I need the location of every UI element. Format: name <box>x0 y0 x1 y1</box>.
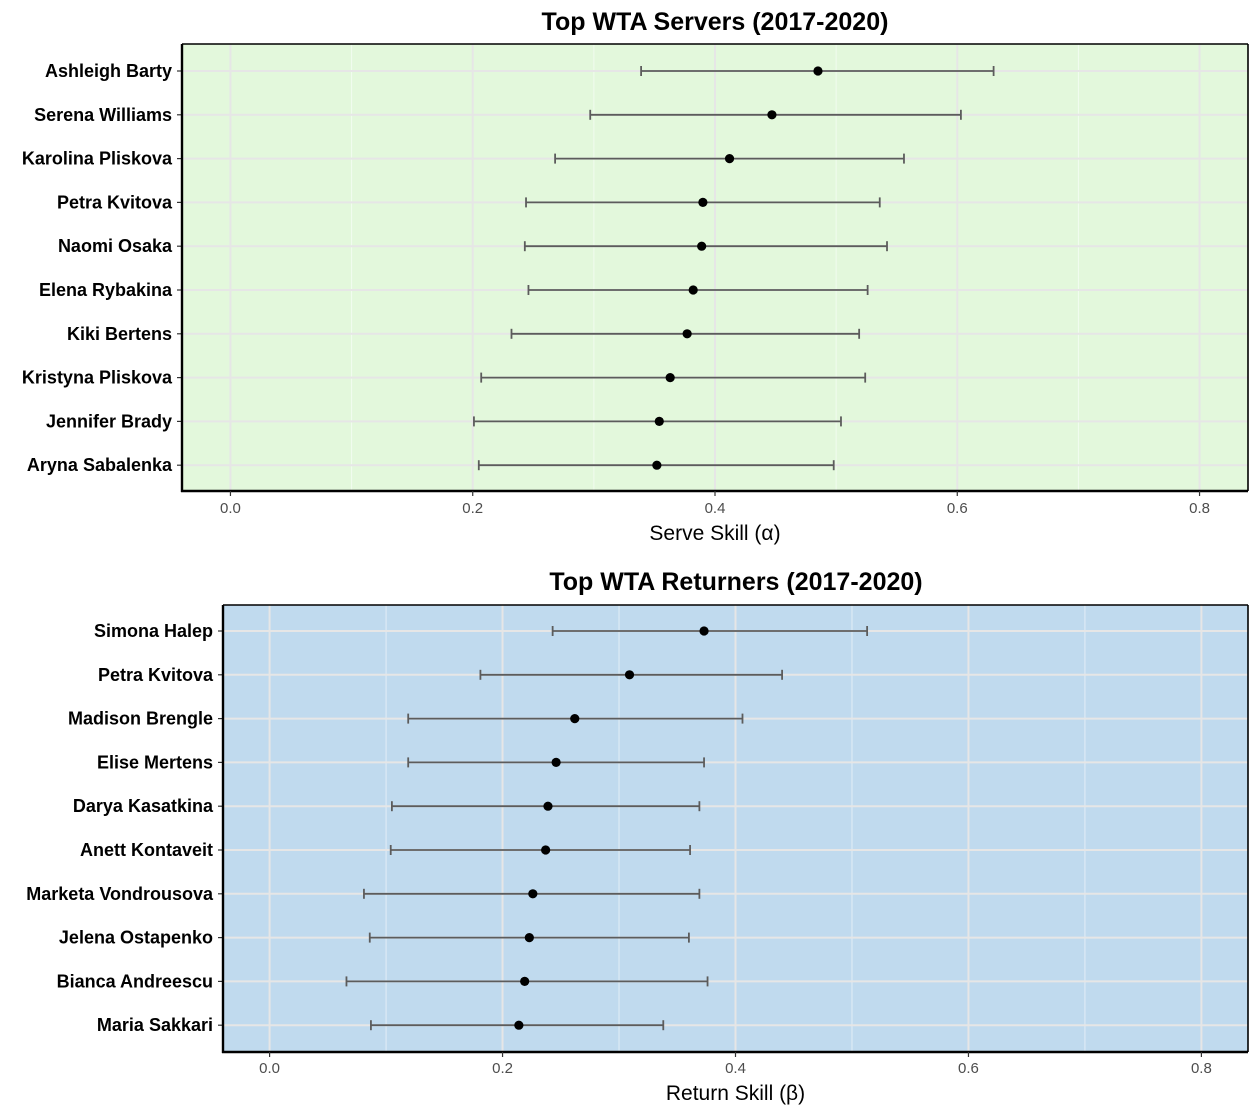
estimate-point <box>767 110 777 120</box>
x-tick-label: 0.6 <box>958 1060 979 1077</box>
player-label: Ashleigh Barty <box>45 61 172 81</box>
player-label: Madison Brengle <box>68 709 213 729</box>
x-axis-title: Serve Skill (α) <box>649 522 780 545</box>
x-tick-label: 0.8 <box>1191 1060 1212 1077</box>
player-label: Naomi Osaka <box>58 236 173 256</box>
x-tick-label: 0.2 <box>462 500 483 517</box>
estimate-point <box>652 460 662 470</box>
player-label: Elena Rybakina <box>39 280 173 300</box>
x-tick-label: 0.0 <box>220 500 241 517</box>
player-label: Jennifer Brady <box>46 411 172 431</box>
player-label: Karolina Pliskova <box>22 149 173 169</box>
player-label: Aryna Sabalenka <box>27 455 173 475</box>
player-label: Darya Kasatkina <box>73 796 214 816</box>
x-axis-title: Return Skill (β) <box>666 1082 805 1105</box>
estimate-point <box>699 626 709 636</box>
x-tick-label: 0.4 <box>705 500 726 517</box>
estimate-point <box>520 976 530 987</box>
estimate-point <box>543 801 553 811</box>
estimate-point <box>697 241 707 251</box>
player-label: Kristyna Pliskova <box>22 368 173 388</box>
player-label: Kiki Bertens <box>67 324 172 344</box>
chart-title: Top WTA Returners (2017-2020) <box>549 568 922 596</box>
estimate-point <box>682 329 692 339</box>
player-label: Jelena Ostapenko <box>59 928 213 948</box>
estimate-point <box>698 197 708 207</box>
x-tick-label: 0.0 <box>259 1060 280 1077</box>
estimate-point <box>570 714 580 724</box>
player-label: Petra Kvitova <box>98 665 214 685</box>
estimate-point <box>654 416 664 426</box>
estimate-point <box>688 285 698 295</box>
x-tick-label: 0.4 <box>725 1060 746 1077</box>
estimate-point <box>551 757 561 768</box>
chart-panel-2: Simona Halep Petra Kvitova Madison Brengle… <box>26 568 1249 1105</box>
player-label: Marketa Vondrousova <box>26 884 214 904</box>
estimate-point <box>528 889 538 899</box>
estimate-point <box>813 66 823 76</box>
player-label: Simona Halep <box>94 621 213 641</box>
player-label: Bianca Andreescu <box>57 971 213 991</box>
x-tick-label: 0.2 <box>492 1060 513 1077</box>
x-tick-label: 0.6 <box>947 500 968 517</box>
estimate-point <box>514 1020 524 1030</box>
estimate-point <box>541 845 551 855</box>
player-label: Serena Williams <box>34 105 172 125</box>
chart-panel-1: Ashleigh Barty Serena Williams Karolina Pl… <box>22 8 1249 545</box>
estimate-point <box>524 933 534 943</box>
estimate-point <box>724 154 735 164</box>
player-label: Elise Mertens <box>97 752 213 772</box>
chart-title: Top WTA Servers (2017-2020) <box>542 8 889 36</box>
player-label: Petra Kvitova <box>57 192 173 212</box>
player-label: Anett Kontaveit <box>80 840 213 860</box>
x-tick-label: 0.8 <box>1189 500 1210 517</box>
estimate-point <box>624 670 635 680</box>
player-label: Maria Sakkari <box>97 1015 213 1035</box>
estimate-point <box>665 373 675 383</box>
